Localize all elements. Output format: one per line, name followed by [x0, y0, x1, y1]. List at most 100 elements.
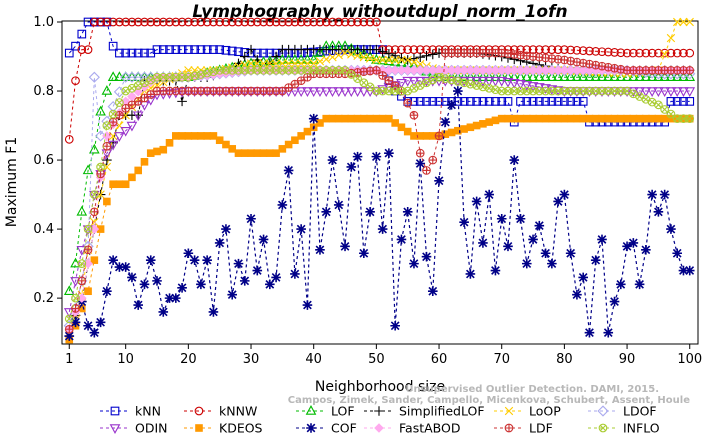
data-point — [503, 97, 513, 106]
data-point — [566, 114, 575, 123]
data-point — [214, 238, 225, 248]
data-point — [685, 65, 695, 75]
data-point — [82, 164, 94, 175]
data-point — [447, 128, 456, 137]
data-point — [516, 114, 525, 123]
data-point — [573, 114, 581, 123]
data-point — [297, 132, 305, 140]
data-point — [390, 55, 400, 65]
data-point — [422, 166, 431, 175]
data-point — [165, 72, 174, 82]
data-point — [616, 114, 625, 123]
series-ldof — [63, 64, 696, 332]
data-point — [177, 45, 187, 54]
data-point — [64, 331, 75, 341]
data-point — [89, 190, 100, 201]
y-axis-label: Maximum F1 — [4, 137, 20, 227]
data-point — [497, 114, 506, 123]
legend-label: FastABOD — [399, 421, 461, 434]
data-point — [403, 98, 413, 108]
data-point — [446, 100, 457, 110]
data-point — [308, 113, 319, 124]
data-point — [190, 71, 199, 81]
data-point — [577, 71, 589, 81]
data-point — [77, 293, 87, 303]
data-point — [321, 65, 331, 75]
data-point — [284, 140, 293, 149]
data-point — [515, 65, 526, 76]
data-point — [390, 81, 400, 91]
data-point — [402, 207, 413, 217]
data-point — [578, 46, 588, 55]
legend: kNN kNNW LOF SimplifiedLOF LoOP LDOF ODIN KDEOS… — [100, 404, 660, 434]
data-point — [528, 52, 538, 61]
data-point — [278, 65, 287, 75]
data-point — [177, 282, 187, 293]
data-point — [427, 286, 438, 297]
data-point — [547, 258, 557, 269]
data-point — [303, 17, 312, 27]
data-point — [272, 149, 280, 157]
data-point — [684, 265, 695, 276]
data-point — [278, 17, 287, 27]
data-point — [121, 48, 131, 58]
data-point — [83, 245, 93, 255]
data-point — [328, 17, 337, 27]
data-point — [579, 114, 587, 123]
data-point — [234, 65, 243, 75]
data-point — [64, 135, 74, 144]
data-point — [503, 86, 513, 96]
data-point — [197, 132, 205, 140]
data-point — [89, 224, 100, 234]
data-point — [584, 71, 595, 81]
data-point — [603, 47, 613, 57]
data-point — [378, 71, 387, 80]
data-point — [452, 71, 464, 81]
data-point — [140, 17, 149, 27]
data-point — [528, 86, 538, 96]
data-point — [634, 279, 645, 290]
data-point — [552, 71, 564, 81]
x-tick-label: 80 — [556, 352, 573, 367]
data-point — [353, 114, 362, 123]
data-point — [578, 86, 588, 96]
data-point — [415, 158, 426, 169]
data-point — [453, 77, 463, 86]
data-point — [320, 87, 332, 97]
data-point — [396, 53, 407, 63]
data-point — [96, 225, 105, 233]
legend-label: ODIN — [135, 421, 168, 434]
legend-label: LOF — [331, 404, 355, 419]
legend-marker — [195, 424, 203, 432]
series-line-cof — [68, 90, 690, 337]
data-point — [654, 114, 663, 123]
data-point — [685, 114, 695, 123]
legend-label: kNN — [135, 404, 161, 419]
data-point — [585, 86, 594, 96]
data-point — [372, 65, 381, 75]
data-point — [127, 91, 137, 102]
data-point — [102, 17, 112, 27]
data-point — [521, 71, 533, 81]
x-tick-label: 100 — [677, 352, 702, 367]
data-point — [107, 71, 119, 81]
data-point — [358, 87, 370, 97]
data-point — [635, 114, 644, 123]
data-point — [541, 114, 550, 123]
data-point — [377, 224, 388, 234]
data-point — [259, 17, 268, 27]
data-point — [271, 272, 281, 283]
data-point — [484, 97, 494, 106]
data-point — [171, 45, 181, 54]
data-point — [89, 327, 100, 338]
data-point — [252, 265, 263, 276]
data-point — [409, 97, 419, 106]
data-point — [546, 71, 558, 81]
data-point — [390, 65, 400, 76]
data-point — [240, 149, 249, 157]
data-point — [321, 207, 332, 217]
data-point — [152, 276, 162, 286]
data-point — [334, 114, 343, 123]
legend-item-knnw: kNNW — [184, 404, 257, 419]
